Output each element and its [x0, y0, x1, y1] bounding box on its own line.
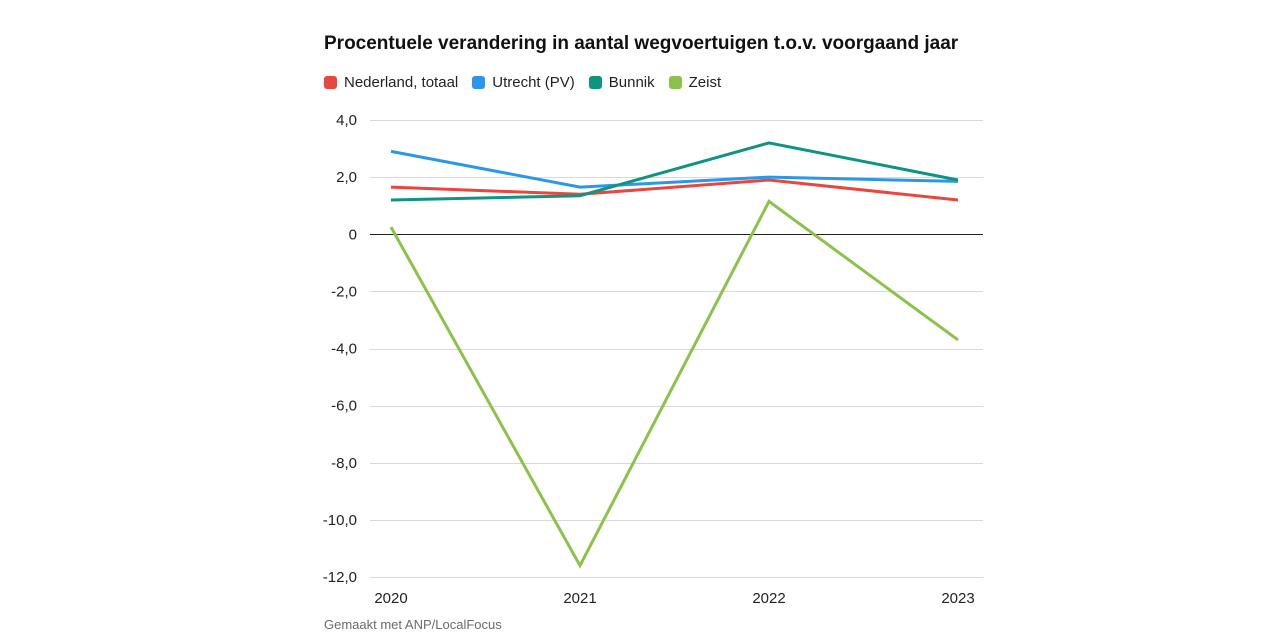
y-tick-label: -12,0	[323, 569, 357, 586]
legend-swatch-zeist	[668, 76, 682, 89]
legend-label-bunnik: Bunnik	[608, 74, 655, 91]
series-line-zeist	[389, 199, 959, 569]
series-line-nederland-totaal	[390, 178, 959, 202]
series-line-utrecht-pv	[390, 149, 959, 189]
y-tick-label: -6,0	[331, 398, 357, 415]
y-tick-label: 2,0	[336, 169, 357, 186]
legend-label-utrecht: Utrecht (PV)	[492, 74, 575, 91]
source-note: Gemaakt met ANP/LocalFocus	[324, 617, 502, 632]
legend-item-zeist[interactable]: Zeist	[668, 74, 722, 91]
y-tick-label: -4,0	[331, 341, 357, 358]
y-tick-label: -8,0	[331, 455, 357, 472]
legend-item-nederland[interactable]: Nederland, totaal	[324, 74, 458, 91]
chart-title: Procentuele verandering in aantal wegvoe…	[324, 33, 959, 54]
x-tick-label: 2020	[374, 590, 407, 607]
legend-label-zeist: Zeist	[688, 74, 722, 91]
y-tick-label: 4,0	[336, 112, 357, 129]
legend-swatch-nederland	[324, 76, 337, 89]
series-line-bunnik	[390, 141, 959, 202]
y-tick-label: -10,0	[323, 512, 357, 529]
legend-swatch-bunnik	[588, 76, 602, 89]
y-tick-label: 0	[349, 226, 357, 243]
x-tick-label: 2023	[941, 590, 974, 607]
legend-item-utrecht[interactable]: Utrecht (PV)	[472, 74, 575, 91]
legend-label-nederland: Nederland, totaal	[344, 74, 459, 91]
x-tick-label: 2021	[563, 590, 596, 607]
legend: Nederland, totaal Utrecht (PV) Bunnik Ze…	[324, 74, 735, 91]
x-tick-label: 2022	[752, 590, 785, 607]
y-tick-label: -2,0	[331, 283, 357, 300]
legend-item-bunnik[interactable]: Bunnik	[588, 74, 655, 91]
legend-swatch-utrecht	[472, 76, 486, 89]
